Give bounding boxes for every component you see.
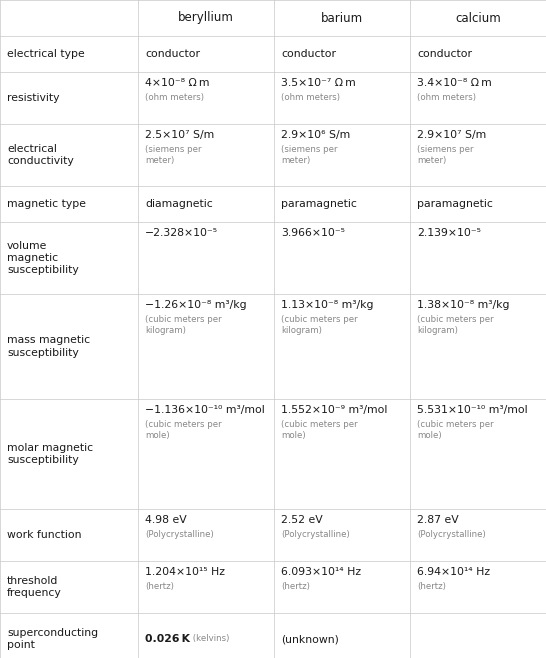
Text: (ohm meters): (ohm meters) <box>281 93 340 101</box>
Text: (cubic meters per
kilogram): (cubic meters per kilogram) <box>145 315 222 335</box>
Text: (hertz): (hertz) <box>145 582 174 591</box>
Text: threshold
frequency: threshold frequency <box>7 576 62 598</box>
Text: −2.328×10⁻⁵: −2.328×10⁻⁵ <box>145 228 218 238</box>
Text: (kelvins): (kelvins) <box>191 634 230 644</box>
Text: (Polycrystalline): (Polycrystalline) <box>417 530 486 539</box>
Text: −1.26×10⁻⁸ m³/kg: −1.26×10⁻⁸ m³/kg <box>145 300 247 310</box>
Text: 2.5×10⁷ S/m: 2.5×10⁷ S/m <box>145 130 214 140</box>
Text: resistivity: resistivity <box>7 93 60 103</box>
Text: 2.9×10⁶ S/m: 2.9×10⁶ S/m <box>281 130 350 140</box>
Text: 1.204×10¹⁵ Hz: 1.204×10¹⁵ Hz <box>145 567 225 577</box>
Text: (cubic meters per
mole): (cubic meters per mole) <box>145 420 222 440</box>
Text: 2.139×10⁻⁵: 2.139×10⁻⁵ <box>417 228 481 238</box>
Text: (cubic meters per
mole): (cubic meters per mole) <box>417 420 494 440</box>
Text: 4.98 eV: 4.98 eV <box>145 515 187 525</box>
Text: electrical
conductivity: electrical conductivity <box>7 144 74 166</box>
Text: mass magnetic
susceptibility: mass magnetic susceptibility <box>7 336 90 358</box>
Text: 5.531×10⁻¹⁰ m³/mol: 5.531×10⁻¹⁰ m³/mol <box>417 405 527 415</box>
Text: (hertz): (hertz) <box>417 582 446 591</box>
Text: electrical type: electrical type <box>7 49 85 59</box>
Text: barium: barium <box>321 11 363 24</box>
Text: 2.52 eV: 2.52 eV <box>281 515 323 525</box>
Text: conductor: conductor <box>417 49 472 59</box>
Text: −1.136×10⁻¹⁰ m³/mol: −1.136×10⁻¹⁰ m³/mol <box>145 405 265 415</box>
Text: 1.13×10⁻⁸ m³/kg: 1.13×10⁻⁸ m³/kg <box>281 300 373 310</box>
Text: magnetic type: magnetic type <box>7 199 86 209</box>
Text: (siemens per
meter): (siemens per meter) <box>145 145 201 164</box>
Text: beryllium: beryllium <box>178 11 234 24</box>
Text: conductor: conductor <box>145 49 200 59</box>
Text: (ohm meters): (ohm meters) <box>145 93 204 101</box>
Text: 6.94×10¹⁴ Hz: 6.94×10¹⁴ Hz <box>417 567 490 577</box>
Text: (cubic meters per
mole): (cubic meters per mole) <box>281 420 358 440</box>
Text: (Polycrystalline): (Polycrystalline) <box>145 530 213 539</box>
Text: (siemens per
meter): (siemens per meter) <box>281 145 337 164</box>
Text: work function: work function <box>7 530 81 540</box>
Text: (ohm meters): (ohm meters) <box>417 93 476 101</box>
Text: diamagnetic: diamagnetic <box>145 199 213 209</box>
Text: 3.966×10⁻⁵: 3.966×10⁻⁵ <box>281 228 345 238</box>
Text: (cubic meters per
kilogram): (cubic meters per kilogram) <box>417 315 494 335</box>
Text: 4×10⁻⁸ Ω m: 4×10⁻⁸ Ω m <box>145 78 210 88</box>
Text: calcium: calcium <box>455 11 501 24</box>
Text: 6.093×10¹⁴ Hz: 6.093×10¹⁴ Hz <box>281 567 361 577</box>
Text: (cubic meters per
kilogram): (cubic meters per kilogram) <box>281 315 358 335</box>
Text: 1.552×10⁻⁹ m³/mol: 1.552×10⁻⁹ m³/mol <box>281 405 387 415</box>
Text: 2.87 eV: 2.87 eV <box>417 515 459 525</box>
Text: (Polycrystalline): (Polycrystalline) <box>281 530 350 539</box>
Text: (hertz): (hertz) <box>281 582 310 591</box>
Text: (unknown): (unknown) <box>281 634 339 644</box>
Text: paramagnetic: paramagnetic <box>281 199 357 209</box>
Text: superconducting
point: superconducting point <box>7 628 98 650</box>
Text: 3.5×10⁻⁷ Ω m: 3.5×10⁻⁷ Ω m <box>281 78 356 88</box>
Text: (siemens per
meter): (siemens per meter) <box>417 145 473 164</box>
Text: 0.026 K: 0.026 K <box>145 634 190 644</box>
Text: 3.4×10⁻⁸ Ω m: 3.4×10⁻⁸ Ω m <box>417 78 492 88</box>
Text: conductor: conductor <box>281 49 336 59</box>
Text: 1.38×10⁻⁸ m³/kg: 1.38×10⁻⁸ m³/kg <box>417 300 509 310</box>
Text: paramagnetic: paramagnetic <box>417 199 493 209</box>
Text: 2.9×10⁷ S/m: 2.9×10⁷ S/m <box>417 130 486 140</box>
Text: molar magnetic
susceptibility: molar magnetic susceptibility <box>7 443 93 465</box>
Text: volume
magnetic
susceptibility: volume magnetic susceptibility <box>7 241 79 276</box>
